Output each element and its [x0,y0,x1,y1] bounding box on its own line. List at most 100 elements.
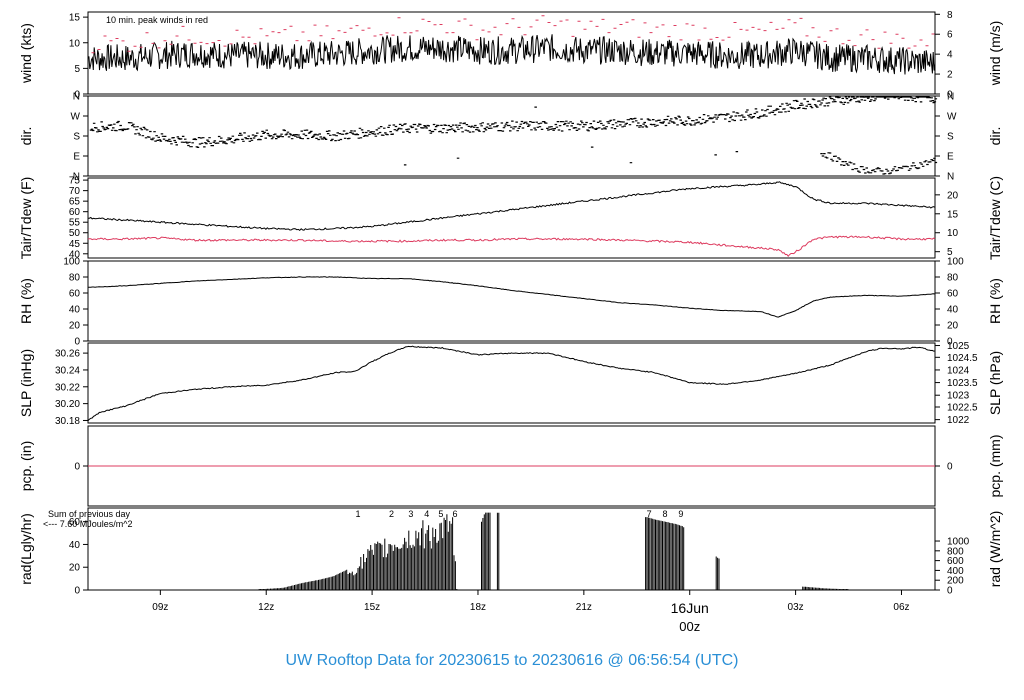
rh-right-tick-label: 0 [947,337,953,348]
slp-frame [87,342,936,424]
rad-ylabel-right: rad (W/m^2) [987,511,1003,588]
wind-right-tick-label: 8 [947,10,953,21]
rh-left-tick-label: 0 [74,337,80,348]
rad-marker-label: 4 [424,509,429,519]
rad-marker-label: 7 [647,509,652,519]
rh-left-tick-label: 60 [69,289,81,300]
rad-annotation-line: <--- 7.60 MJoules/m^2 [43,519,133,529]
rad-frame [87,507,936,591]
rh-ylabel-left: RH (%) [18,278,34,324]
rh-series-line [88,276,936,318]
rad-right-tick-label: 800 [947,546,964,557]
tdew-series-line [87,235,936,257]
rh-ylabel-right: RH (%) [987,278,1003,324]
rh-left-tick-label: 80 [69,273,81,284]
x-tick-label: 06z [893,602,909,613]
slp-ylabel-left: SLP (inHg) [18,349,34,417]
rad-left-tick-label: 60 [69,517,81,528]
x-tick-label: 09z [152,602,168,613]
wind-right-tick-label: 6 [947,30,953,41]
dir-left-tick-label: N [73,92,80,103]
slp-left-tick-label: 30.26 [55,349,80,360]
wind-frame [87,11,936,95]
rad-left-tick-label: 40 [69,540,81,551]
temp-right-tick-label: 10 [947,228,959,239]
rad-left-tick-label: 0 [74,586,80,597]
temp-frame [87,177,936,259]
temp-left-tick-label: 65 [69,197,81,208]
direction-marks [89,96,938,175]
panel-rh: 0 20 40 60 80 100 0 20 40 60 80 100 RH (%) RH (%) [18,257,1003,348]
rad-marker-label: 6 [453,509,458,519]
rh-right-tick-label: 20 [947,321,959,332]
wind-annotation: 10 min. peak winds in red [106,15,208,25]
rh-frame [87,260,936,342]
wind-ylabel-right: wind (m/s) [987,21,1003,87]
dir-right-tick-label: E [947,152,954,163]
wind-left-tick-label: 0 [74,90,80,101]
rad-marker-label: 5 [438,509,443,519]
temp-ylabel-right: Tair/Tdew (C) [987,176,1003,260]
slp-left-tick-label: 30.18 [55,416,80,427]
temp-left-tick-label: 50 [69,228,81,239]
x-tick-label: 15z [364,602,380,613]
temp-left-tick-label: 40 [69,249,81,260]
dir-frame [87,95,936,177]
slp-right-tick-label: 1023 [947,391,970,402]
wind-right-tick-label: 4 [947,50,953,61]
x-tick-label: 18z [470,602,486,613]
dir-right-tick-label: W [947,112,957,123]
wind-left-tick-label: 15 [69,13,81,24]
temp-right-tick-label: 5 [947,247,953,258]
temp-left-tick-label: 60 [69,207,81,218]
slp-left-tick-label: 30.24 [55,365,80,376]
rad-marker-label: 8 [663,509,668,519]
pcp-ylabel-left: pcp. (in) [18,441,34,492]
slp-ylabel-right: SLP (hPa) [987,351,1003,415]
pcp-right-tick-label: 0 [947,462,953,473]
dir-left-tick-label: S [73,132,80,143]
rad-right-tick-label: 0 [947,586,953,597]
rh-left-tick-label: 20 [69,321,81,332]
dir-ylabel-right: dir. [987,127,1003,146]
rad-ylabel-left: rad(Lgly/hr) [18,513,34,585]
rad-marker-label: 9 [678,509,683,519]
x-tick-label: 21z [576,602,592,613]
rad-annotation-line: Sum of previous day [48,509,131,519]
temp-left-tick-label: 55 [69,218,81,229]
temp-left-tick-label: 45 [69,239,81,250]
temp-left-tick-label: 70 [69,186,81,197]
dir-left-tick-label: E [73,152,80,163]
rh-right-tick-label: 80 [947,273,959,284]
x-tick-label: 03z [788,602,804,613]
rad-marker-label: 2 [389,509,394,519]
x-tick-label: 00z [679,619,700,634]
slp-left-tick-label: 30.20 [55,399,80,410]
slp-right-tick-label: 1022.5 [947,403,978,414]
date-label: 16Jun [671,600,709,616]
rh-left-tick-label: 40 [69,305,81,316]
dir-ylabel-left: dir. [18,127,34,146]
rad-right-tick-label: 400 [947,566,964,577]
slp-series-line [87,345,936,422]
dir-right-tick-label: N [947,172,954,183]
slp-right-tick-label: 1025 [947,341,970,352]
wind-peak-marks [91,15,935,54]
slp-left-tick-label: 30.22 [55,382,80,393]
wind-left-tick-label: 5 [74,64,80,75]
rad-marker-label: 1 [355,509,360,519]
temp-right-tick-label: 15 [947,209,959,220]
wind-right-tick-label: 0 [947,90,953,101]
x-tick-label: 12z [258,602,274,613]
wind-ylabel-left: wind (kts) [18,23,34,84]
rad-right-tick-label: 1000 [947,537,970,548]
chart-title: UW Rooftop Data for 20230615 to 20230616… [286,652,739,669]
pcp-ylabel-right: pcp. (mm) [987,435,1003,498]
panel-wind: 0 5 10 15 0 2 4 6 8 wind (kts) wind (m/s) 10 min. p… [18,10,1003,101]
temp-ylabel-left: Tair/Tdew (F) [18,177,34,259]
